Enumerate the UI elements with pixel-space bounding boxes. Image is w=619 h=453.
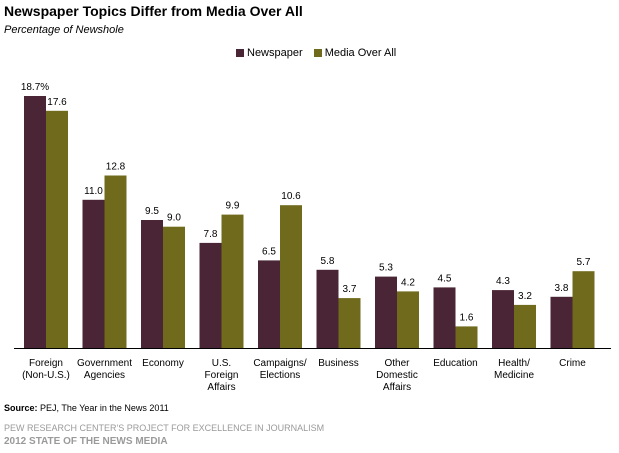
chart-subtitle: Percentage of Newshole — [4, 24, 124, 36]
bar-media-8 — [514, 304, 536, 348]
data-label-media-7: 1.6 — [460, 312, 474, 323]
bar-newspaper-8 — [492, 290, 514, 348]
bar-newspaper-9 — [550, 296, 573, 348]
bar-newspaper-1 — [82, 199, 105, 348]
bar-newspaper-4 — [258, 260, 280, 348]
legend-label-newspaper: Newspaper — [247, 47, 303, 59]
footer-report: 2012 STATE OF THE NEWS MEDIA — [4, 436, 168, 447]
bar-media-9 — [572, 271, 595, 348]
category-label-7-line-0: Education — [433, 358, 477, 369]
bar-newspaper-3 — [199, 242, 222, 348]
category-label-3-line-0: U.S. — [212, 358, 231, 369]
footer-org: PEW RESEARCH CENTER'S PROJECT FOR EXCELL… — [4, 423, 325, 433]
bar-media-5 — [338, 298, 361, 348]
bar-media-2 — [163, 226, 185, 348]
data-label-newspaper-5: 5.8 — [321, 256, 335, 267]
bar-newspaper-0 — [24, 96, 46, 348]
data-label-newspaper-3: 7.8 — [204, 229, 218, 240]
data-label-media-3: 9.9 — [226, 201, 240, 212]
data-label-media-5: 3.7 — [343, 284, 357, 295]
data-label-media-2: 9.0 — [167, 213, 181, 224]
category-label-9-line-0: Crime — [559, 358, 586, 369]
category-label-6-line-1: Domestic — [376, 370, 418, 381]
category-label-6-line-2: Affairs — [383, 382, 411, 393]
legend-item-newspaper: Newspaper — [236, 47, 306, 59]
category-label-8-line-0: Health/ — [498, 358, 530, 369]
bar-media-1 — [104, 175, 127, 348]
data-label-newspaper-2: 9.5 — [145, 206, 159, 217]
category-label-4-line-0: Campaigns/ — [253, 358, 307, 369]
bar-media-3 — [221, 214, 244, 348]
source-text: PEJ, The Year in the News 2011 — [40, 403, 169, 413]
data-label-newspaper-8: 4.3 — [496, 276, 510, 287]
chart-title: Newspaper Topics Differ from Media Over … — [4, 3, 303, 19]
category-label-3-line-2: Affairs — [207, 382, 235, 393]
bar-media-0 — [46, 110, 68, 348]
category-label-6-line-0: Other — [384, 358, 410, 369]
category-label-8-line-1: Medicine — [494, 370, 534, 381]
category-label-0-line-0: Foreign — [29, 358, 63, 369]
legend-swatch-media — [313, 49, 322, 57]
bar-newspaper-2 — [141, 220, 163, 348]
bar-newspaper-6 — [375, 276, 397, 348]
data-label-media-8: 3.2 — [518, 291, 532, 302]
category-label-3-line-1: Foreign — [205, 370, 239, 381]
legend-swatch-newspaper — [236, 49, 244, 57]
legend-label-media: Media Over All — [324, 47, 397, 59]
data-label-newspaper-0: 18.7% — [21, 82, 49, 93]
bar-newspaper-5 — [316, 269, 339, 348]
category-label-4-line-1: Elections — [260, 370, 301, 381]
data-label-newspaper-1: 11.0 — [84, 186, 103, 197]
bar-media-6 — [397, 291, 419, 348]
data-label-newspaper-7: 4.5 — [438, 273, 452, 284]
data-label-media-9: 5.7 — [577, 257, 591, 268]
category-label-1-line-0: Government — [77, 358, 132, 369]
legend: Newspaper Media Over All — [236, 47, 396, 59]
data-label-media-0: 17.6 — [47, 97, 67, 108]
legend-item-media: Media Over All — [313, 47, 397, 59]
bar-media-7 — [455, 326, 478, 348]
data-label-media-1: 12.8 — [106, 162, 126, 173]
bar-media-4 — [280, 205, 302, 348]
bar-newspaper-7 — [433, 287, 456, 348]
source-label: Source: — [4, 403, 38, 413]
data-label-newspaper-4: 6.5 — [262, 246, 276, 257]
category-label-1-line-1: Agencies — [84, 370, 125, 381]
source-note: Source: PEJ, The Year in the News 2011 — [4, 403, 169, 413]
data-label-media-6: 4.2 — [401, 277, 415, 288]
category-label-0-line-1: (Non-U.S.) — [22, 370, 70, 381]
category-label-2-line-0: Economy — [142, 358, 184, 369]
category-label-5-line-0: Business — [318, 358, 359, 369]
data-label-newspaper-9: 3.8 — [555, 283, 569, 294]
data-label-media-4: 10.6 — [281, 191, 301, 202]
data-label-newspaper-6: 5.3 — [379, 263, 393, 274]
